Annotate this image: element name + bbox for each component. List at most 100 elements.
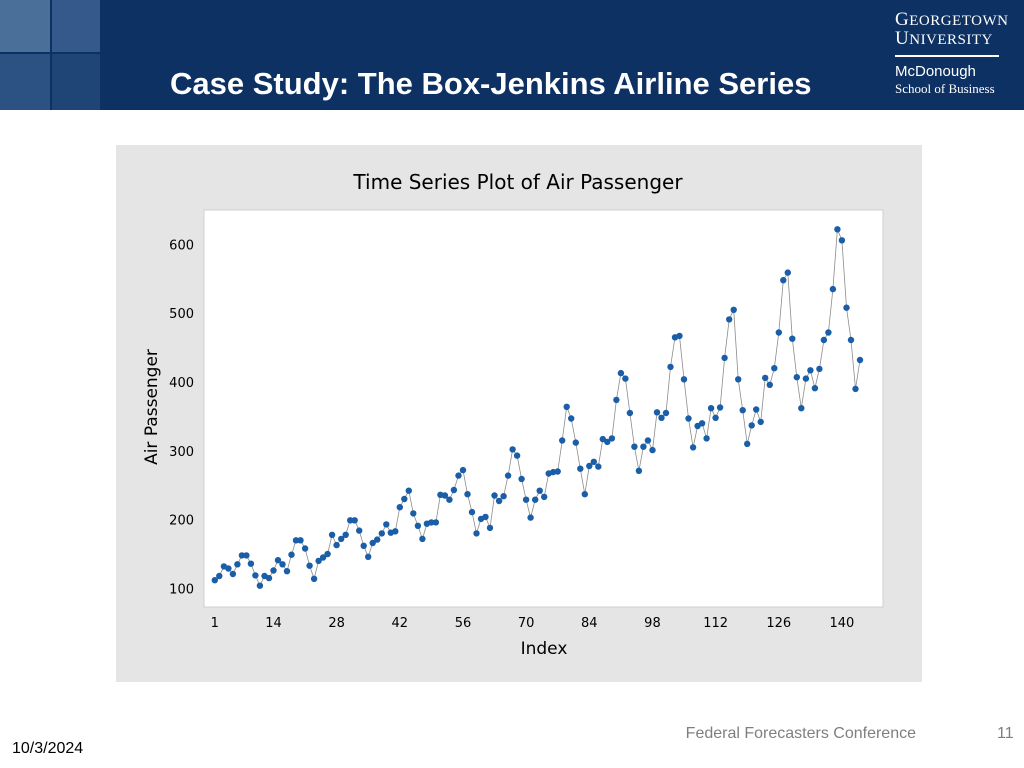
data-point (757, 418, 764, 426)
university-logo: GEORGETOWN UNIVERSITY McDonough School o… (895, 9, 1009, 96)
data-point (608, 435, 616, 442)
data-point (753, 406, 760, 413)
data-point (554, 468, 561, 475)
data-point (816, 365, 823, 373)
data-point (378, 530, 385, 537)
data-point (473, 530, 480, 537)
time-series-chart: Time Series Plot of Air Passenger 100 200… (142, 170, 884, 659)
data-point (509, 446, 516, 453)
x-tick-label: 1 (211, 616, 219, 631)
data-point (491, 492, 498, 499)
data-point (486, 524, 494, 532)
data-point (653, 409, 661, 416)
chart-title: Time Series Plot of Air Passenger (352, 170, 683, 194)
data-point (459, 466, 467, 474)
data-point (604, 438, 611, 446)
data-point (789, 335, 796, 342)
header-decor-block (52, 54, 100, 110)
data-point (428, 519, 435, 526)
data-point (703, 435, 710, 442)
data-point (256, 582, 264, 589)
data-point (613, 396, 620, 404)
data-point (834, 226, 841, 233)
data-point (847, 336, 855, 344)
data-point (234, 561, 241, 568)
data-point (572, 439, 579, 446)
header-decor-block (52, 0, 100, 52)
data-point (658, 414, 665, 421)
data-point (541, 493, 548, 501)
data-point (680, 376, 688, 383)
footer-date: 10/3/2024 (12, 740, 84, 757)
data-point (500, 493, 507, 500)
data-point (631, 443, 638, 450)
data-point (726, 316, 733, 323)
data-point (216, 572, 223, 580)
data-point (328, 531, 336, 538)
data-point (333, 541, 340, 549)
y-tick-label: 500 (169, 307, 194, 322)
data-point (739, 407, 746, 414)
data-point (532, 496, 539, 503)
data-point (559, 437, 566, 444)
data-point (518, 475, 525, 483)
data-point (662, 409, 670, 417)
x-axis-ticks: 1 14 28 42 56 70 84 98 112 126 140 (211, 616, 855, 631)
data-point (798, 405, 805, 412)
data-point (784, 269, 791, 276)
data-point (351, 517, 358, 524)
y-tick-label: 100 (169, 582, 194, 597)
data-point (829, 285, 837, 293)
x-tick-label: 98 (644, 616, 661, 631)
y-tick-label: 600 (169, 238, 194, 253)
data-point (369, 539, 376, 547)
data-point (365, 553, 372, 560)
data-point (243, 552, 250, 559)
data-point (748, 422, 755, 429)
x-tick-label: 112 (703, 616, 728, 631)
slide-title: Case Study: The Box-Jenkins Airline Seri… (170, 66, 812, 101)
data-point (762, 374, 769, 382)
data-point (405, 487, 412, 494)
footer-conference: Federal Forecasters Conference (685, 725, 916, 742)
data-point (563, 403, 570, 410)
data-point (297, 537, 304, 544)
data-point (283, 568, 291, 575)
data-point (856, 356, 864, 364)
data-point (414, 522, 422, 529)
data-point (735, 376, 742, 383)
data-point (238, 552, 246, 559)
data-point (586, 462, 593, 470)
data-point (730, 306, 737, 313)
data-point (342, 531, 349, 538)
data-point (825, 329, 832, 336)
data-point (396, 504, 403, 511)
data-point (568, 415, 575, 422)
data-point (432, 519, 440, 526)
x-tick-label: 84 (581, 616, 598, 631)
data-point (482, 513, 489, 521)
data-point (721, 354, 728, 362)
data-point (802, 375, 810, 382)
data-point (595, 463, 602, 470)
plot-area (203, 209, 884, 608)
data-point (712, 414, 719, 421)
data-point (644, 437, 652, 444)
data-point (689, 444, 697, 451)
y-axis-label: Air Passenger (142, 349, 162, 465)
data-point (324, 550, 331, 558)
data-point (698, 420, 706, 427)
y-tick-label: 300 (169, 445, 194, 460)
data-point (464, 491, 471, 498)
data-point (315, 557, 322, 565)
data-point (504, 472, 512, 479)
data-point (640, 443, 647, 450)
data-point (667, 363, 674, 371)
data-point (522, 496, 530, 503)
x-tick-label: 70 (518, 616, 535, 631)
data-point (775, 329, 782, 336)
data-point (766, 381, 773, 388)
data-point (626, 409, 634, 417)
data-point (716, 404, 724, 411)
data-point (288, 551, 295, 558)
